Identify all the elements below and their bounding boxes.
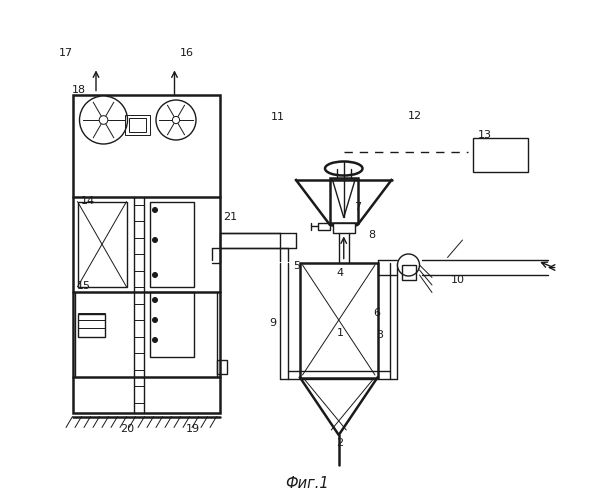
Bar [77, 314, 105, 337]
Circle shape [79, 96, 127, 144]
Text: 3: 3 [376, 330, 384, 340]
Text: Фиг.1: Фиг.1 [286, 476, 329, 492]
Text: 17: 17 [59, 48, 73, 58]
Bar [300, 262, 378, 378]
Bar [129, 118, 146, 132]
Bar [472, 138, 528, 172]
Bar [402, 265, 416, 280]
Text: 19: 19 [186, 424, 199, 434]
Bar [318, 222, 330, 230]
Circle shape [397, 254, 419, 276]
Text: 21: 21 [223, 212, 237, 222]
Text: 2: 2 [336, 438, 344, 448]
Text: 14: 14 [81, 196, 95, 206]
Circle shape [153, 298, 157, 302]
Circle shape [99, 116, 108, 124]
Text: 1: 1 [336, 328, 344, 338]
Circle shape [153, 338, 157, 342]
Text: 6: 6 [373, 308, 380, 318]
Bar [150, 292, 194, 357]
Circle shape [153, 238, 157, 242]
Bar [330, 178, 357, 222]
Bar [125, 115, 150, 135]
Text: 8: 8 [368, 230, 375, 240]
Text: 18: 18 [71, 85, 85, 95]
Text: 4: 4 [336, 268, 344, 278]
Text: 10: 10 [451, 275, 464, 285]
Ellipse shape [325, 162, 362, 175]
Bar [218, 360, 228, 374]
Text: 9: 9 [269, 318, 276, 328]
Text: 5: 5 [293, 261, 300, 271]
Circle shape [153, 318, 157, 322]
Circle shape [153, 208, 157, 212]
Text: 7: 7 [354, 202, 361, 212]
Text: 12: 12 [408, 111, 422, 121]
Text: 20: 20 [121, 424, 135, 434]
Circle shape [156, 100, 196, 140]
Text: 13: 13 [478, 130, 492, 140]
Circle shape [153, 272, 157, 278]
Bar [333, 222, 355, 232]
Bar [73, 95, 220, 412]
Text: 15: 15 [77, 281, 91, 291]
Bar [150, 202, 194, 287]
Bar [77, 202, 127, 287]
Text: 16: 16 [180, 48, 194, 58]
Text: 11: 11 [271, 112, 285, 122]
Circle shape [172, 116, 180, 123]
